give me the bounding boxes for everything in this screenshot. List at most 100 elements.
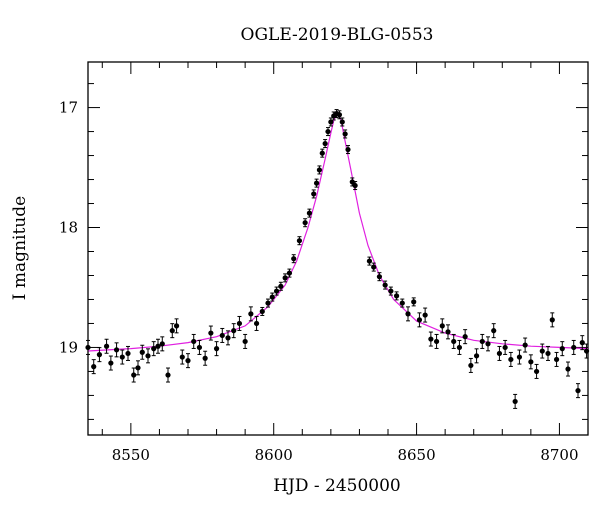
data-point (273, 288, 280, 294)
data-point (439, 323, 445, 329)
model-curve (87, 110, 589, 352)
data-point (242, 338, 248, 345)
data-point (559, 346, 565, 352)
data-point (393, 293, 400, 299)
data-point (416, 317, 423, 323)
data-point (571, 344, 577, 351)
data-point (451, 338, 457, 345)
data-point (462, 334, 468, 340)
chart-title: OGLE-2019-BLG-0553 (241, 25, 434, 45)
data-point (316, 167, 323, 173)
data-point (583, 348, 590, 354)
data-point (96, 352, 103, 358)
data-point (113, 347, 120, 353)
data-point (352, 182, 358, 189)
data-point (549, 317, 555, 323)
data-point (485, 341, 491, 347)
data-point (191, 338, 197, 345)
data-point (165, 372, 171, 378)
data-point (85, 344, 91, 351)
data-point (313, 180, 320, 186)
data-point (366, 258, 373, 264)
data-point (119, 354, 125, 360)
data-point (322, 140, 328, 147)
x-tick-label: 8550 (112, 446, 150, 464)
data-point (248, 311, 254, 317)
data-point (399, 300, 405, 306)
data-point (345, 146, 351, 153)
data-point (473, 353, 480, 359)
y-axis-label: I magnitude (10, 196, 30, 300)
data-point (349, 179, 355, 185)
x-tick-label: 8650 (397, 446, 435, 464)
x-axis-label: HJD - 2450000 (273, 476, 401, 496)
data-point (282, 275, 288, 281)
data-point (479, 338, 485, 345)
data-point (422, 312, 428, 318)
data-point (103, 343, 110, 349)
data-point (125, 350, 131, 357)
data-point (502, 344, 508, 351)
data-point (202, 355, 208, 361)
data-point (253, 320, 260, 327)
data-point (508, 356, 514, 363)
x-tick-label: 8700 (540, 446, 578, 464)
data-point (291, 256, 297, 262)
data-point (405, 311, 411, 317)
data-point (496, 350, 503, 357)
data-point (553, 356, 560, 363)
data-point (339, 119, 345, 125)
data-point (296, 238, 303, 244)
data-point (225, 335, 231, 341)
data-point (579, 340, 585, 346)
data-point (433, 338, 440, 345)
data-point (491, 328, 497, 334)
data-point (533, 368, 540, 375)
y-tick-label: 18 (59, 219, 78, 237)
data-point (131, 372, 137, 378)
data-point (376, 274, 383, 280)
data-point (468, 362, 474, 369)
data-point (528, 359, 534, 365)
data-point (151, 346, 157, 352)
data-point (522, 342, 528, 348)
data-point (173, 323, 180, 329)
data-point (319, 150, 325, 156)
plot-frame (87, 61, 589, 436)
plot-area: 8550 8600 8650 8700 17 18 19 (59, 61, 590, 464)
data-point (516, 354, 523, 360)
data-point (236, 320, 243, 327)
y-tick-label: 19 (59, 338, 78, 356)
data-point (325, 128, 331, 135)
y-tick-label: 17 (59, 99, 78, 117)
data-point (139, 349, 145, 355)
data-point (269, 294, 275, 300)
data-point (306, 210, 313, 216)
data-point (231, 328, 237, 334)
data-point (196, 344, 203, 351)
data-point (545, 350, 551, 357)
data-point (342, 131, 348, 137)
data-point (208, 330, 214, 336)
data-point (155, 343, 161, 349)
data-point (539, 348, 545, 354)
data-point (91, 364, 97, 370)
data-point (159, 341, 165, 347)
data-point (382, 282, 388, 288)
data-point (145, 353, 151, 359)
data-point (328, 119, 334, 125)
data-point (388, 288, 394, 294)
data-point (286, 270, 293, 276)
data-point (135, 365, 141, 371)
data-point (445, 329, 451, 335)
data-point (336, 112, 343, 118)
data-point (278, 283, 284, 289)
data-point (456, 344, 463, 351)
data-point (185, 358, 191, 364)
data-point (565, 366, 571, 372)
data-point (108, 360, 114, 366)
data-point (259, 308, 265, 315)
data-point (265, 300, 271, 306)
data-point (179, 354, 185, 360)
